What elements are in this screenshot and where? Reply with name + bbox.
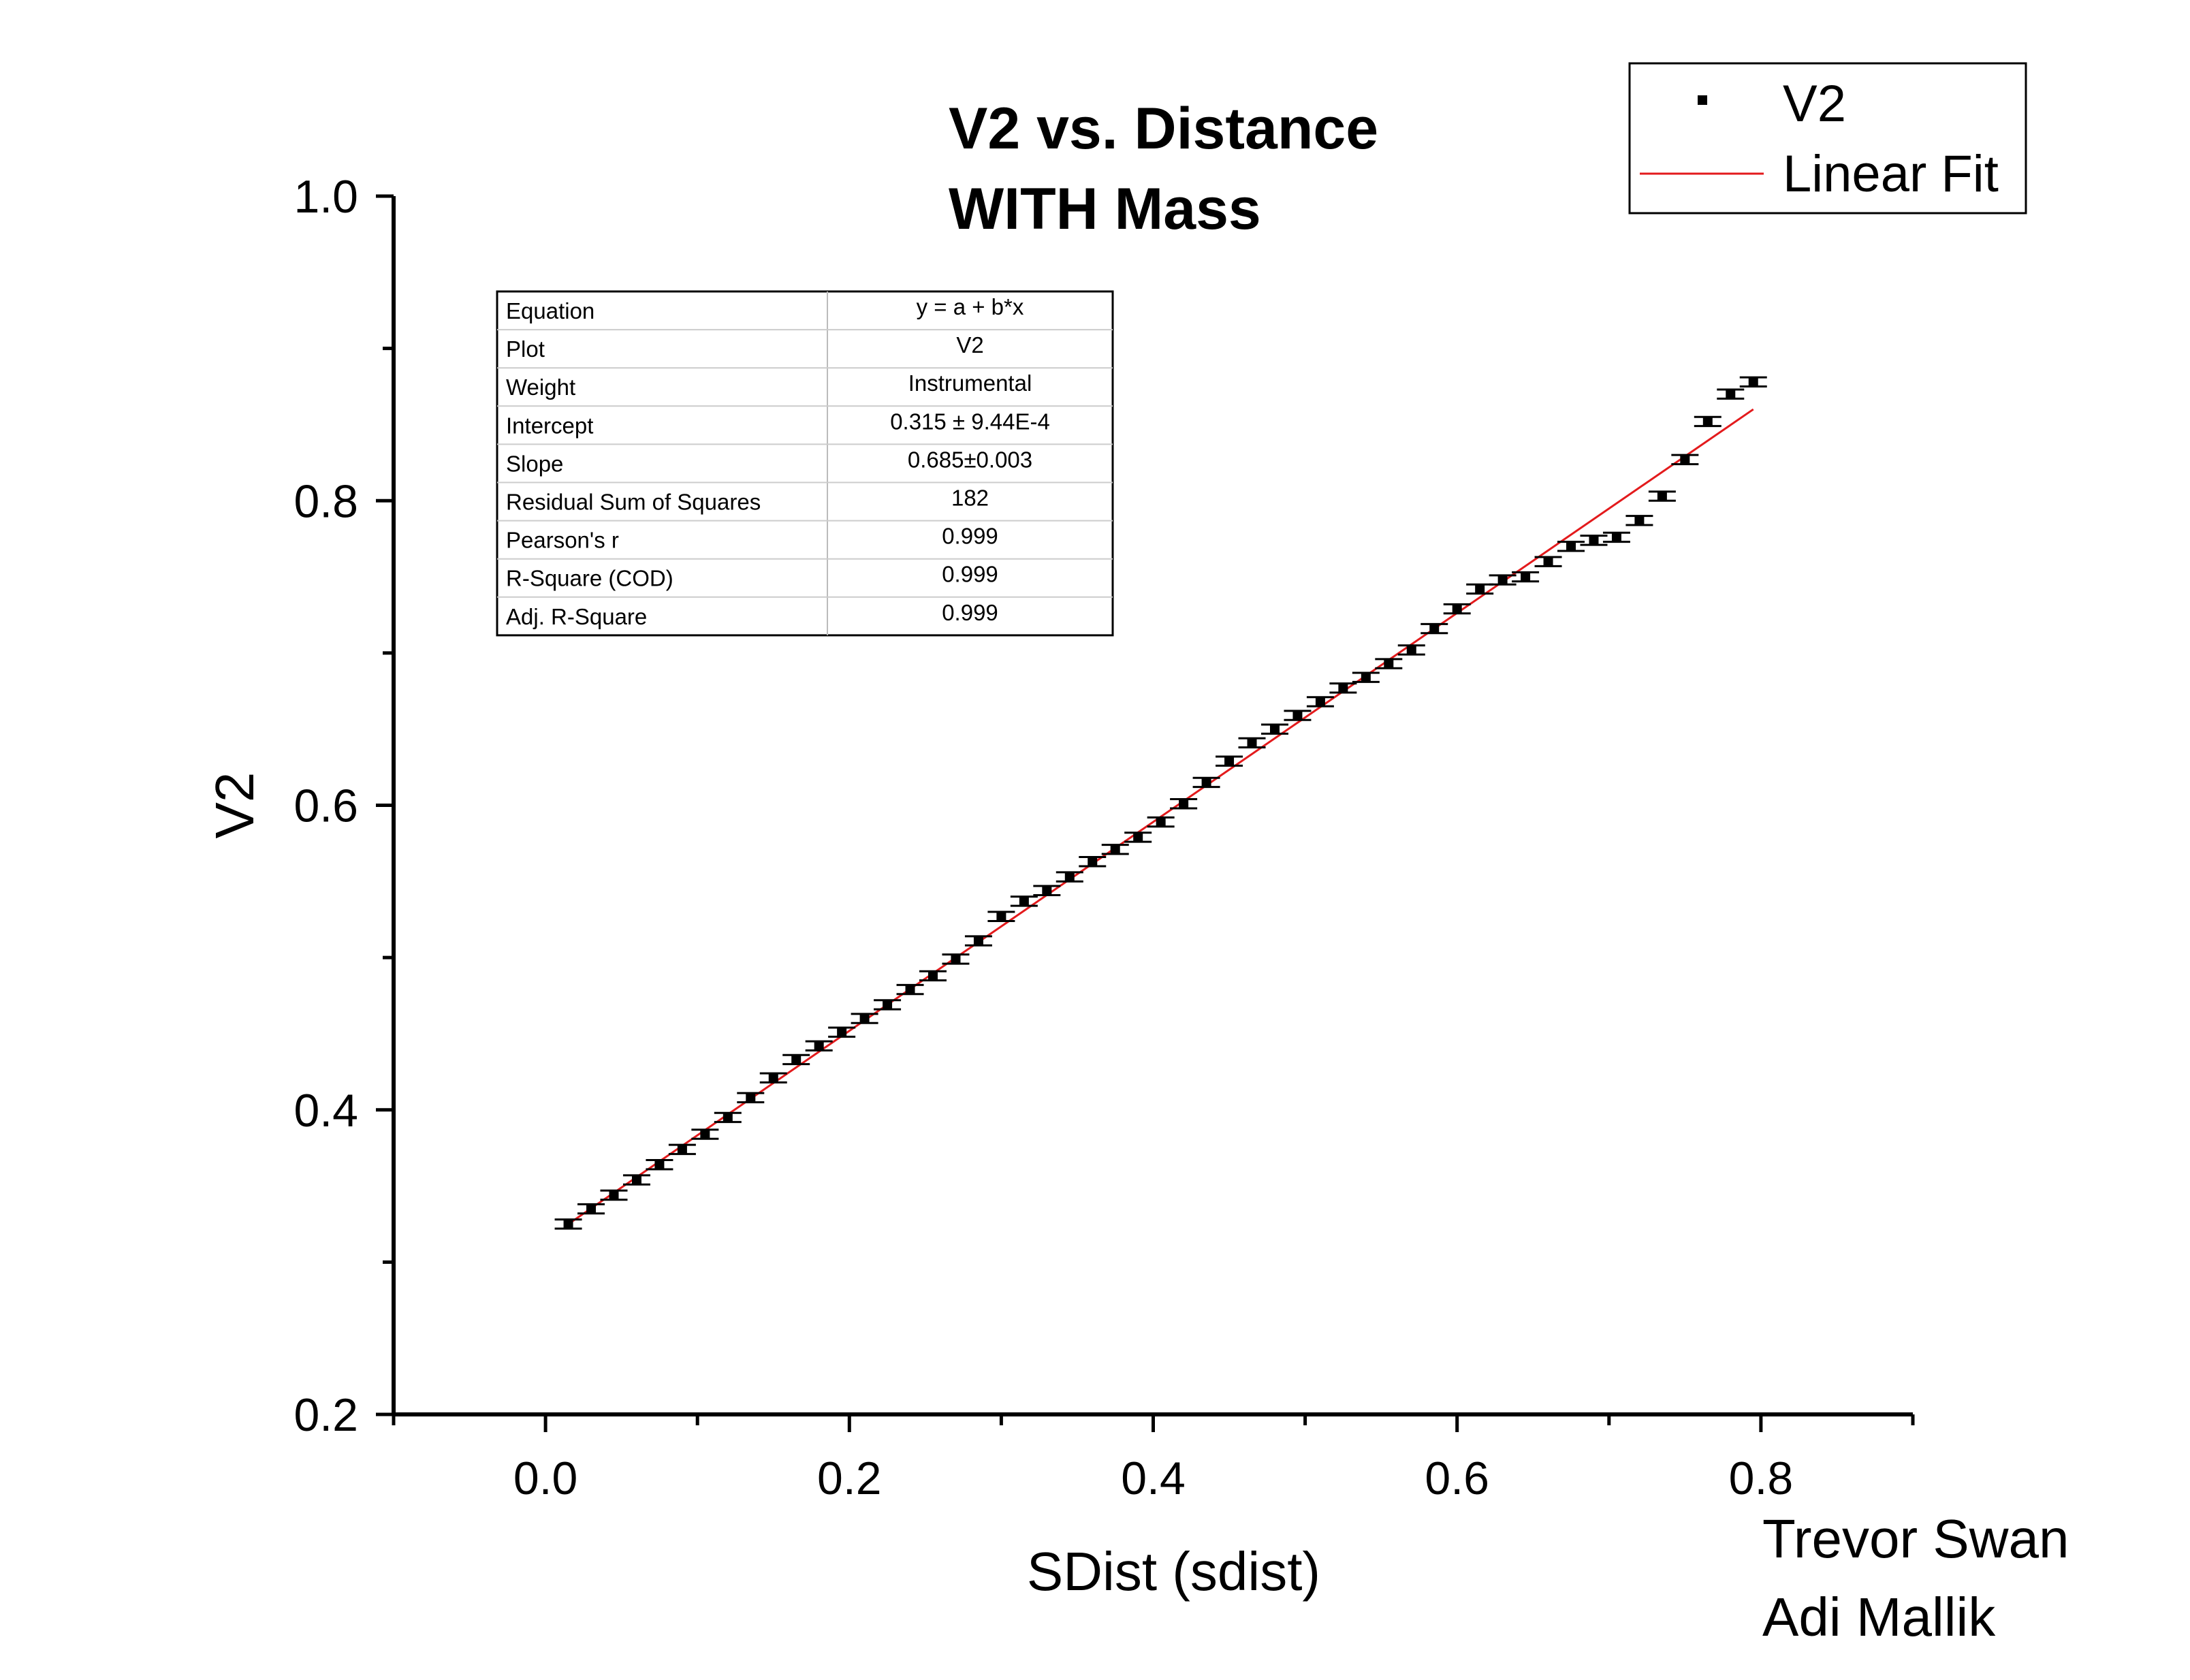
legend-swatch-v2 bbox=[1698, 95, 1707, 105]
fit-table-label: Weight bbox=[506, 375, 575, 400]
fit-table-label: Intercept bbox=[506, 413, 593, 438]
x-axis-title: SDist (sdist) bbox=[1027, 1541, 1320, 1602]
data-point bbox=[1429, 624, 1440, 634]
fit-table-value: 0.315 ± 9.44E-4 bbox=[890, 409, 1050, 434]
data-point bbox=[1088, 857, 1098, 867]
y-tick-label: 0.6 bbox=[293, 780, 358, 832]
data-point bbox=[1406, 645, 1416, 655]
data-point bbox=[1680, 454, 1690, 464]
data-point bbox=[1156, 817, 1166, 827]
data-point bbox=[814, 1041, 824, 1051]
data-point bbox=[973, 936, 983, 946]
data-point bbox=[1064, 872, 1075, 882]
author-annotation: Trevor Swan bbox=[1762, 1508, 2069, 1569]
fit-table-value: 182 bbox=[951, 486, 989, 511]
data-point bbox=[1110, 844, 1120, 855]
data-point bbox=[996, 911, 1006, 921]
data-point bbox=[654, 1160, 665, 1170]
data-point bbox=[951, 954, 961, 964]
fit-table-frame bbox=[496, 290, 1114, 637]
fit-table-label: Slope bbox=[506, 451, 563, 476]
data-point bbox=[928, 970, 938, 981]
data-point bbox=[1338, 683, 1348, 693]
data-point bbox=[1475, 584, 1485, 594]
data-point bbox=[1292, 710, 1303, 720]
data-point bbox=[768, 1073, 778, 1083]
data-point bbox=[905, 985, 915, 995]
fit-table-label: Adj. R-Square bbox=[506, 604, 647, 629]
author-annotation: Adi Mallik bbox=[1762, 1587, 1996, 1647]
data-point bbox=[723, 1112, 733, 1122]
x-tick-label: 0.6 bbox=[1425, 1453, 1489, 1504]
data-point bbox=[791, 1054, 802, 1064]
fit-table-label: Pearson's r bbox=[506, 528, 619, 553]
y-tick-label: 0.2 bbox=[293, 1389, 358, 1441]
y-tick-label: 0.4 bbox=[293, 1085, 358, 1137]
fit-table-value: Instrumental bbox=[908, 370, 1032, 396]
data-point bbox=[1543, 556, 1553, 567]
data-point bbox=[1634, 516, 1645, 526]
data-point bbox=[1019, 896, 1029, 906]
data-point bbox=[1497, 575, 1508, 585]
data-point bbox=[1521, 572, 1531, 582]
y-axis-title: V2 bbox=[204, 772, 265, 839]
data-point bbox=[1179, 799, 1189, 809]
chart-title-line: WITH Mass bbox=[949, 176, 1261, 242]
x-tick-label: 0.8 bbox=[1729, 1453, 1794, 1504]
x-tick-label: 0.2 bbox=[817, 1453, 882, 1504]
data-point bbox=[1042, 885, 1052, 896]
data-point bbox=[1384, 659, 1394, 669]
data-point bbox=[1247, 738, 1257, 748]
data-point bbox=[1611, 532, 1621, 542]
fit-table-value: y = a + b*x bbox=[917, 294, 1024, 319]
data-point bbox=[677, 1144, 687, 1154]
data-point bbox=[563, 1219, 573, 1229]
data-point bbox=[1361, 672, 1371, 682]
fit-table-label: R-Square (COD) bbox=[506, 566, 673, 591]
data-point bbox=[746, 1092, 756, 1103]
data-point bbox=[700, 1129, 710, 1139]
data-point bbox=[837, 1027, 847, 1037]
fit-table-label: Equation bbox=[506, 298, 594, 323]
fit-table-label: Residual Sum of Squares bbox=[506, 490, 761, 515]
data-point bbox=[586, 1204, 597, 1214]
x-tick-label: 0.0 bbox=[513, 1453, 578, 1504]
data-point bbox=[1748, 377, 1758, 387]
data-point bbox=[1589, 535, 1599, 545]
data-point bbox=[1702, 416, 1713, 426]
data-point bbox=[1133, 832, 1143, 842]
legend-box bbox=[1628, 62, 2027, 215]
fit-table-label: Plot bbox=[506, 336, 545, 362]
data-point bbox=[1315, 697, 1325, 707]
data-point bbox=[859, 1013, 870, 1024]
y-tick-label: 0.8 bbox=[293, 475, 358, 527]
fit-table-value: 0.685±0.003 bbox=[908, 447, 1032, 472]
data-point bbox=[1566, 541, 1576, 552]
x-tick-label: 0.4 bbox=[1121, 1453, 1186, 1504]
legend-label-fit: Linear Fit bbox=[1783, 145, 1999, 203]
data-point bbox=[883, 1000, 893, 1010]
fit-table-value: 0.999 bbox=[942, 524, 998, 549]
data-point bbox=[1224, 756, 1235, 766]
fit-table-value: 0.999 bbox=[942, 562, 998, 587]
chart-title-line: V2 vs. Distance bbox=[949, 96, 1378, 161]
fit-table-value: V2 bbox=[956, 332, 983, 358]
data-point bbox=[1201, 777, 1211, 787]
data-point bbox=[1269, 724, 1280, 734]
data-point bbox=[1657, 491, 1667, 501]
data-point bbox=[1452, 604, 1462, 614]
legend-label-v2: V2 bbox=[1783, 75, 1846, 133]
data-point bbox=[1726, 389, 1736, 399]
data-point bbox=[631, 1175, 641, 1185]
fit-table-value: 0.999 bbox=[942, 600, 998, 625]
y-tick-label: 1.0 bbox=[293, 171, 358, 223]
data-point bbox=[609, 1190, 619, 1200]
